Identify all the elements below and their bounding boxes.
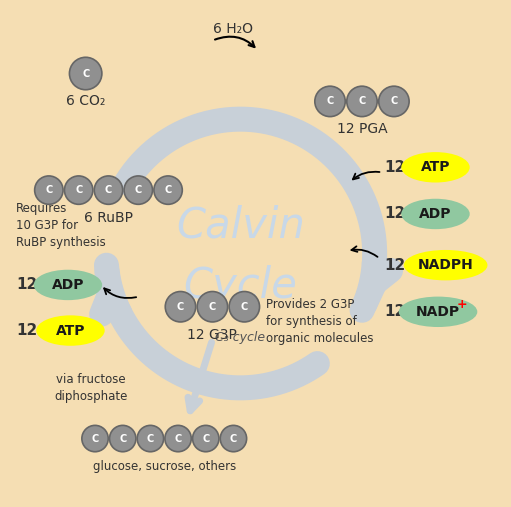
- Text: ADP: ADP: [419, 207, 452, 221]
- Text: C: C: [358, 96, 365, 106]
- Text: 6 H₂O: 6 H₂O: [213, 22, 252, 37]
- Text: 12: 12: [384, 304, 406, 319]
- Text: C: C: [75, 185, 82, 195]
- Text: 12: 12: [384, 258, 406, 273]
- Text: +: +: [456, 298, 467, 311]
- Text: via fructose
diphosphate: via fructose diphosphate: [54, 373, 127, 403]
- Circle shape: [64, 176, 93, 204]
- Circle shape: [229, 292, 260, 322]
- Text: C: C: [91, 433, 99, 444]
- Text: C: C: [174, 433, 182, 444]
- Text: 12 G3P: 12 G3P: [188, 328, 237, 342]
- Text: C: C: [390, 96, 398, 106]
- Text: 6 CO₂: 6 CO₂: [66, 94, 105, 108]
- Ellipse shape: [404, 250, 487, 280]
- Circle shape: [220, 425, 247, 452]
- Text: C: C: [165, 185, 172, 195]
- Text: C: C: [230, 433, 237, 444]
- Text: C: C: [135, 185, 142, 195]
- Ellipse shape: [401, 152, 470, 183]
- Circle shape: [165, 292, 196, 322]
- Circle shape: [109, 425, 136, 452]
- Text: C: C: [119, 433, 126, 444]
- Text: C: C: [45, 185, 53, 195]
- Text: Cycle: Cycle: [183, 266, 297, 307]
- Text: 12: 12: [17, 277, 38, 293]
- Text: C: C: [147, 433, 154, 444]
- Circle shape: [197, 292, 227, 322]
- Text: NADP: NADP: [416, 305, 460, 319]
- Ellipse shape: [399, 297, 477, 327]
- Text: C: C: [177, 302, 184, 312]
- Circle shape: [193, 425, 219, 452]
- Circle shape: [379, 86, 409, 117]
- Text: ADP: ADP: [52, 278, 84, 292]
- Text: Requires
10 G3P for
RuBP synthesis: Requires 10 G3P for RuBP synthesis: [16, 202, 106, 249]
- Circle shape: [35, 176, 63, 204]
- Text: Provides 2 G3P
for synthesis of
organic molecules: Provides 2 G3P for synthesis of organic …: [266, 299, 373, 345]
- Text: glucose, sucrose, others: glucose, sucrose, others: [92, 460, 236, 473]
- Text: C: C: [241, 302, 248, 312]
- Text: C: C: [209, 302, 216, 312]
- Circle shape: [124, 176, 152, 204]
- Circle shape: [315, 86, 345, 117]
- Circle shape: [69, 57, 102, 90]
- Text: C: C: [105, 185, 112, 195]
- Circle shape: [165, 425, 191, 452]
- Circle shape: [82, 425, 108, 452]
- Ellipse shape: [401, 199, 470, 229]
- Text: 12: 12: [384, 160, 406, 175]
- Ellipse shape: [36, 315, 105, 346]
- Text: 12 PGA: 12 PGA: [337, 122, 387, 136]
- Text: 12: 12: [384, 206, 406, 222]
- Text: 6 RuBP: 6 RuBP: [84, 211, 133, 225]
- Circle shape: [347, 86, 377, 117]
- Text: 12: 12: [17, 323, 38, 338]
- Circle shape: [137, 425, 164, 452]
- Text: C: C: [327, 96, 334, 106]
- Text: C: C: [202, 433, 210, 444]
- Text: Calvin: Calvin: [176, 205, 305, 246]
- Circle shape: [94, 176, 123, 204]
- Circle shape: [154, 176, 182, 204]
- Text: C₃ cycle: C₃ cycle: [215, 331, 265, 344]
- Text: C: C: [82, 68, 89, 79]
- Text: ATP: ATP: [56, 323, 85, 338]
- Text: NADPH: NADPH: [418, 258, 474, 272]
- Ellipse shape: [34, 270, 102, 300]
- Text: ATP: ATP: [421, 160, 450, 174]
